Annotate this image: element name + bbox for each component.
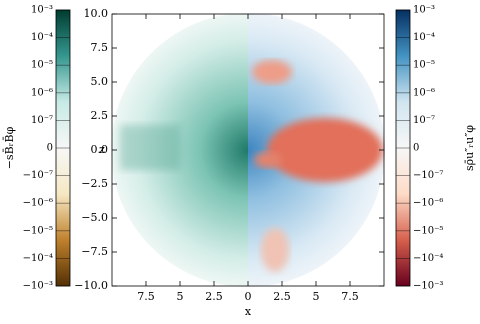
- x-tick-label: 2.5: [205, 290, 223, 303]
- y-tick-label: 0.0: [91, 143, 109, 156]
- colorbar-tick-label: −10⁻⁵: [413, 225, 443, 236]
- x-tick-label: 7.5: [341, 290, 359, 303]
- colorbar-tick-label: −10⁻⁷: [413, 170, 443, 181]
- y-axis-label: z: [99, 143, 105, 156]
- field: [111, 13, 385, 287]
- x-axis-label: x: [245, 305, 252, 318]
- colorbar-tick-label: 10⁻⁶: [413, 87, 435, 98]
- colorbar-tick-label: −10⁻⁴: [23, 253, 53, 264]
- y-tick-label: 2.5: [91, 109, 109, 122]
- y-tick-label: −10.0: [74, 279, 108, 292]
- colorbar-tick-label: −10⁻³: [413, 281, 443, 292]
- field-feature: [261, 228, 289, 272]
- colorbar-tick-label: −10⁻⁷: [23, 170, 53, 181]
- x-tick-label: 5: [313, 290, 320, 303]
- colorbar-tick-label: −10⁻⁵: [23, 225, 53, 236]
- y-tick-label: 10.0: [84, 7, 109, 20]
- field-feature: [254, 152, 282, 168]
- colorbar-tick-label: −10⁻³: [23, 281, 53, 292]
- y-tick-label: 7.5: [91, 41, 109, 54]
- x-tick-label: 7.5: [137, 290, 155, 303]
- y-tick-label: −5.0: [81, 211, 108, 224]
- colorbar-tick-label: 10⁻⁵: [31, 60, 53, 71]
- y-tick-label: 5.0: [91, 75, 109, 88]
- colorbar-label: sρ̄u″ᵣu″φ: [463, 125, 476, 171]
- colorbar-tick-label: 10⁻⁴: [413, 32, 435, 43]
- colorbar-tick-label: 10⁻³: [31, 5, 53, 16]
- colorbar-tick-label: 0: [413, 143, 419, 154]
- colorbar-label: −sB̄ᵣB̄φ: [3, 126, 16, 169]
- y-tick-label: −7.5: [81, 245, 108, 258]
- y-tick-label: −2.5: [81, 177, 108, 190]
- x-tick-label: 5: [177, 290, 184, 303]
- field-feature: [120, 125, 180, 170]
- colorbar-tick-label: 10⁻⁷: [31, 115, 53, 126]
- field-feature: [267, 118, 383, 182]
- x-tick-label: 2.5: [273, 290, 291, 303]
- colorbar-tick-label: −10⁻⁴: [413, 253, 443, 264]
- colorbar-tick-label: −10⁻⁶: [23, 198, 53, 209]
- colorbar-tick-label: 10⁻⁵: [413, 60, 435, 71]
- colorbar-tick-label: 10⁻⁶: [31, 87, 53, 98]
- colorbar-tick-label: 10⁻⁴: [31, 32, 53, 43]
- colorbar-tick-label: 10⁻³: [413, 5, 435, 16]
- colorbar-tick-label: −10⁻⁶: [413, 198, 443, 209]
- field-feature: [252, 60, 292, 84]
- colorbar-tick-label: 0: [47, 143, 53, 154]
- colorbar-tick-label: 10⁻⁷: [413, 115, 435, 126]
- x-tick-label: 0: [245, 290, 252, 303]
